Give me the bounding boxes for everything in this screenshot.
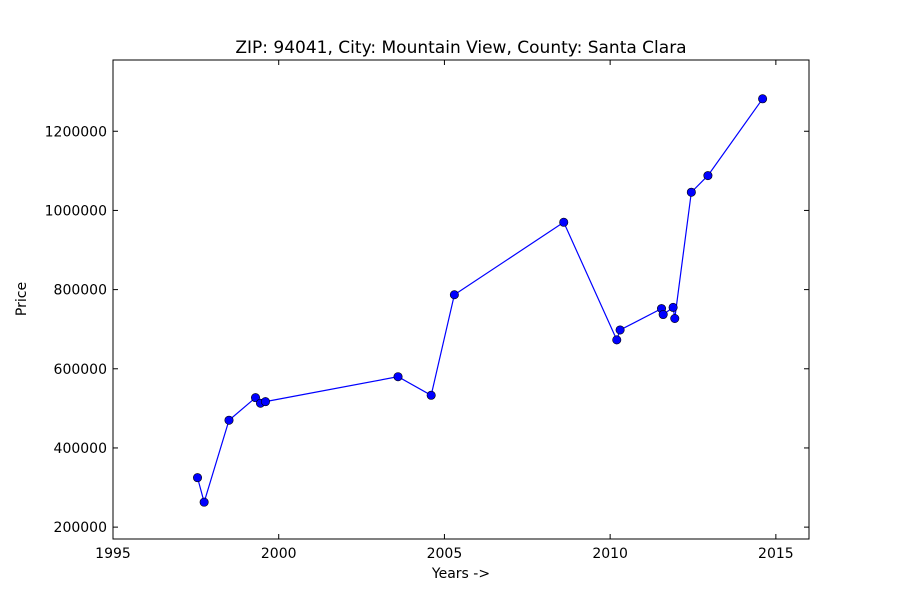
y-tick-label: 400000: [54, 441, 107, 457]
x-axis-label: Years ->: [431, 566, 490, 582]
y-tick-label: 800000: [54, 283, 107, 299]
data-point: [703, 171, 713, 181]
data-point: [199, 497, 209, 507]
data-point: [612, 335, 622, 345]
data-point: [615, 325, 625, 335]
data-point: [668, 302, 678, 312]
plot-area: 1995 2000 2005 2010 2015 200000 400000 600000 8…: [45, 59, 810, 562]
data-point: [393, 372, 403, 382]
series-group: [193, 94, 768, 507]
data-point: [686, 187, 696, 197]
chart-title: ZIP: 94041, City: Mountain View, County:…: [235, 38, 686, 58]
data-point: [260, 397, 270, 407]
plot-frame: [112, 59, 810, 540]
data-point: [449, 290, 459, 300]
y-tick-label: 1200000: [45, 124, 107, 140]
data-point: [559, 217, 569, 227]
y-tick-label: 200000: [54, 520, 107, 536]
x-axis: 1995 2000 2005 2010 2015: [95, 60, 794, 562]
data-point: [670, 314, 680, 324]
x-tick-label: 2000: [261, 546, 297, 562]
data-point: [224, 415, 234, 425]
x-tick-label: 1995: [95, 546, 131, 562]
data-point: [758, 94, 768, 104]
y-axis: 200000 400000 600000 800000 1000000 1200000: [45, 124, 809, 536]
x-tick-label: 2005: [427, 546, 463, 562]
y-tick-label: 600000: [54, 362, 107, 378]
y-axis-label: Price: [14, 282, 30, 316]
x-tick-label: 2010: [592, 546, 628, 562]
data-point: [426, 390, 436, 400]
data-point: [658, 310, 668, 320]
data-point: [193, 473, 203, 483]
y-tick-label: 1000000: [45, 203, 107, 219]
x-tick-label: 2015: [758, 546, 794, 562]
